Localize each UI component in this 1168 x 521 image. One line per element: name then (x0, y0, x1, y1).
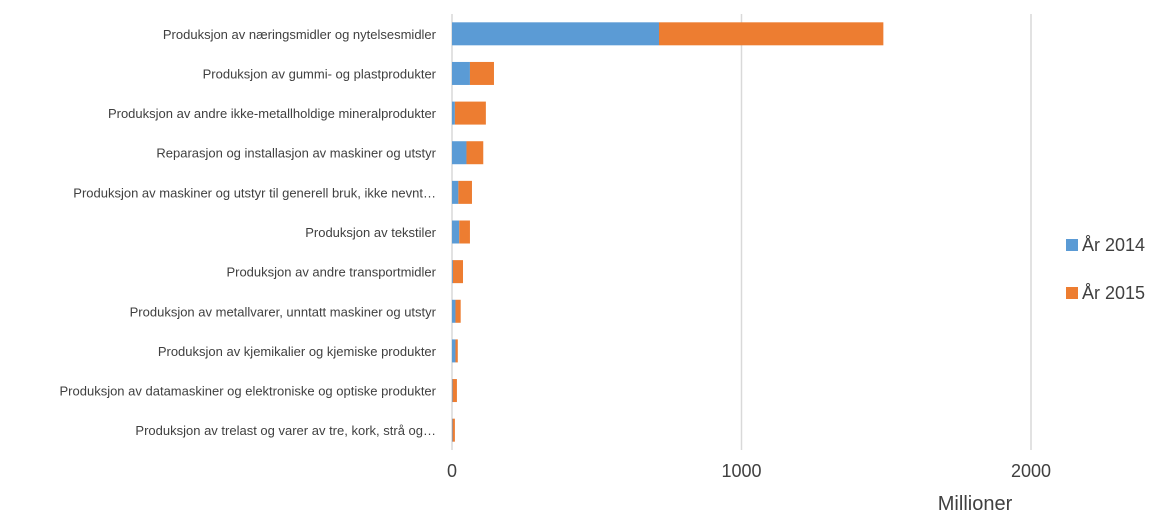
bar-segment-9-series-0 (452, 379, 453, 403)
bar-segment-3-series-0 (452, 141, 467, 165)
bar-segment-10-series-1 (452, 418, 455, 442)
category-label-4: Produksjon av maskiner og utstyr til gen… (73, 185, 436, 200)
category-labels: Produksjon av næringsmidler og nytelsesm… (60, 27, 437, 438)
category-label-2: Produksjon av andre ikke-metallholdige m… (108, 106, 437, 121)
grid-lines (451, 14, 1032, 450)
bar-segment-2-series-1 (454, 101, 486, 125)
bars (452, 22, 884, 442)
bar-segment-0-series-0 (452, 22, 659, 46)
category-label-1: Produksjon av gummi- og plastprodukter (203, 66, 437, 81)
bar-segment-4-series-0 (452, 180, 459, 204)
legend-label-0: År 2014 (1082, 235, 1145, 255)
legend-swatch-0 (1066, 239, 1078, 251)
bar-segment-1-series-0 (452, 61, 470, 85)
category-label-6: Produksjon av andre transportmidler (226, 265, 436, 280)
category-label-9: Produksjon av datamaskiner og elektronis… (60, 384, 437, 399)
category-label-10: Produksjon av trelast og varer av tre, k… (135, 423, 436, 438)
x-axis-tick-labels: 0 1000 2000 (447, 461, 1051, 481)
bar-segment-7-series-0 (452, 299, 456, 323)
x-tick-label-1: 1000 (721, 461, 761, 481)
category-label-7: Produksjon av metallvarer, unntatt maski… (130, 304, 437, 319)
bar-segment-3-series-1 (466, 141, 484, 165)
bar-segment-4-series-1 (458, 180, 472, 204)
x-axis-unit-label: Millioner (938, 493, 1013, 515)
bar-segment-1-series-1 (469, 61, 494, 85)
bar-segment-6-series-0 (452, 260, 453, 284)
legend-label-1: År 2015 (1082, 283, 1145, 303)
x-tick-label-0: 0 (447, 461, 457, 481)
bar-segment-6-series-1 (452, 260, 464, 284)
category-label-0: Produksjon av næringsmidler og nytelsesm… (163, 27, 437, 42)
bar-segment-5-series-1 (459, 220, 470, 244)
bar-segment-8-series-1 (455, 339, 458, 363)
bar-segment-2-series-0 (452, 101, 455, 125)
bar-segment-0-series-1 (658, 22, 884, 46)
bar-segment-9-series-1 (452, 379, 457, 403)
bar-segment-8-series-0 (452, 339, 456, 363)
bar-segment-10-series-0 (452, 418, 453, 442)
bar-segment-5-series-0 (452, 220, 460, 244)
bar-segment-7-series-1 (455, 299, 461, 323)
x-tick-label-2: 2000 (1011, 461, 1051, 481)
legend-swatch-1 (1066, 287, 1078, 299)
legend: År 2014 År 2015 (1066, 235, 1145, 303)
category-label-3: Reparasjon og installasjon av maskiner o… (156, 146, 436, 161)
category-label-8: Produksjon av kjemikalier og kjemiske pr… (158, 344, 437, 359)
category-label-5: Produksjon av tekstiler (305, 225, 436, 240)
